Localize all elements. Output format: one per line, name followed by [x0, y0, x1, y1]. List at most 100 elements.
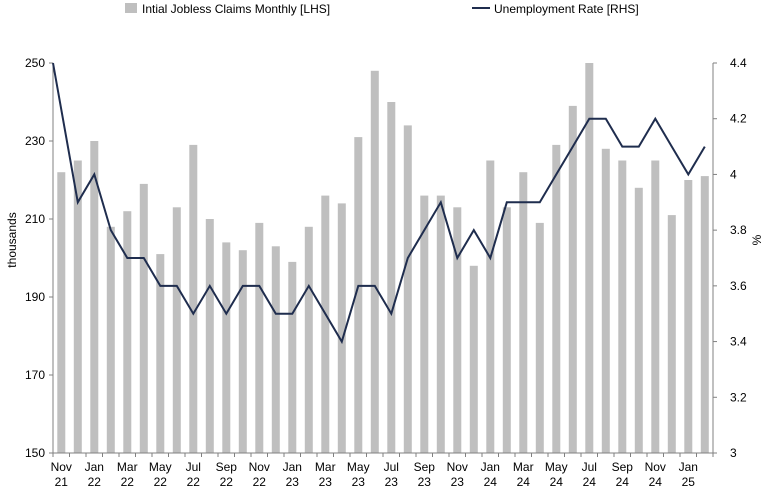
- left-tick-label: 190: [25, 290, 45, 304]
- bar: [519, 172, 528, 453]
- x-tick-label-month: Jan: [85, 460, 104, 474]
- bar: [634, 187, 643, 454]
- x-tick-label-year: 22: [220, 475, 234, 489]
- axes-layer: [49, 62, 717, 457]
- bar: [667, 215, 676, 453]
- right-tick-label: 4.2: [730, 112, 747, 126]
- x-tick-label-month: May: [545, 460, 568, 474]
- x-tick-label-year: 22: [253, 475, 267, 489]
- bar: [601, 148, 610, 454]
- bar: [238, 250, 247, 453]
- x-tick-label-year: 24: [517, 475, 531, 489]
- bar: [370, 70, 379, 454]
- x-tick-label-year: 23: [286, 475, 300, 489]
- right-tick-label: 3: [730, 446, 737, 460]
- bar: [288, 261, 297, 453]
- bar: [222, 242, 231, 453]
- x-tick-label-year: 23: [319, 475, 333, 489]
- x-tick-label-month: Nov: [645, 460, 666, 474]
- right-tick-label: 3.4: [730, 335, 747, 349]
- bar: [535, 222, 544, 453]
- left-tick-label: 230: [25, 134, 45, 148]
- x-tick-label-year: 24: [616, 475, 630, 489]
- x-tick-label-month: Mar: [513, 460, 534, 474]
- bars-layer: [57, 63, 709, 454]
- x-tick-label-month: Jul: [186, 460, 201, 474]
- x-tick-label-year: 21: [55, 475, 69, 489]
- x-tick-label-year: 24: [484, 475, 498, 489]
- x-tick-label-month: Nov: [51, 460, 72, 474]
- x-tick-labels: Nov21Jan22Mar22May22Jul22Sep22Nov22Jan23…: [51, 460, 698, 489]
- bar: [189, 144, 198, 453]
- bar: [700, 176, 709, 453]
- bar: [684, 180, 693, 453]
- bar: [139, 183, 148, 453]
- bar: [651, 160, 660, 453]
- x-tick-label-year: 23: [451, 475, 465, 489]
- bar: [354, 137, 363, 453]
- left-tick-label: 150: [25, 446, 45, 460]
- x-tick-label-year: 22: [154, 475, 168, 489]
- legend-line-label: Unemployment Rate [RHS]: [494, 2, 639, 16]
- line-layer: [52, 62, 706, 345]
- bar: [453, 207, 462, 453]
- left-tick-labels: 150 170 190 210 230 250: [25, 56, 45, 460]
- left-tick-label: 250: [25, 56, 45, 70]
- left-tick-label: 170: [25, 368, 45, 382]
- x-tick-label-month: Jul: [384, 460, 399, 474]
- x-tick-label-year: 24: [649, 475, 663, 489]
- right-tick-labels: 3 3.2 3.4 3.6 3.8 4 4.2 4.4: [730, 56, 747, 460]
- bar: [403, 125, 412, 454]
- bar: [420, 195, 429, 453]
- y-axis-label-right: %: [750, 234, 764, 245]
- legend-bar-label: Intial Jobless Claims Monthly [LHS]: [142, 2, 330, 16]
- bar: [486, 160, 495, 453]
- bar: [568, 105, 577, 454]
- x-tick-label-month: Nov: [447, 460, 468, 474]
- x-tick-label-month: Mar: [117, 460, 138, 474]
- y-axis-label-left: thousands: [5, 212, 19, 267]
- right-tick-label: 4: [730, 167, 737, 181]
- left-tick-label: 210: [25, 212, 45, 226]
- x-tick-label-month: Sep: [612, 460, 634, 474]
- x-tick-label-year: 24: [550, 475, 564, 489]
- bar: [436, 195, 445, 453]
- unemployment-line: [52, 62, 706, 345]
- x-tick-label-month: Jan: [481, 460, 500, 474]
- bar: [618, 160, 627, 453]
- bar: [321, 195, 330, 453]
- x-tick-label-month: Sep: [414, 460, 436, 474]
- bar: [205, 219, 214, 453]
- bar: [271, 246, 280, 453]
- x-tick-label-month: Sep: [216, 460, 238, 474]
- right-tick-label: 3.2: [730, 390, 747, 404]
- x-tick-label-year: 22: [121, 475, 135, 489]
- bar: [304, 226, 313, 453]
- x-tick-label-year: 23: [418, 475, 432, 489]
- right-tick-label: 4.4: [730, 56, 747, 70]
- x-tick-label-month: May: [149, 460, 172, 474]
- x-tick-label-month: Jan: [283, 460, 302, 474]
- bar: [585, 63, 594, 453]
- x-tick-label-year: 25: [682, 475, 696, 489]
- x-tick-label-year: 23: [352, 475, 366, 489]
- x-tick-label-year: 23: [385, 475, 399, 489]
- x-tick-label-year: 22: [88, 475, 102, 489]
- x-tick-label-year: 24: [583, 475, 597, 489]
- x-tick-label-month: Jan: [679, 460, 698, 474]
- bar: [255, 222, 264, 453]
- bar: [73, 160, 82, 453]
- legend: Intial Jobless Claims Monthly [LHS] Unem…: [125, 2, 639, 16]
- right-tick-label: 3.8: [730, 223, 747, 237]
- x-tick-label-month: Jul: [582, 460, 597, 474]
- bar: [57, 172, 66, 453]
- bar: [106, 226, 115, 453]
- right-tick-label: 3.6: [730, 279, 747, 293]
- bar: [387, 102, 396, 453]
- bar: [337, 203, 346, 453]
- bar: [156, 254, 165, 453]
- x-tick-label-month: May: [347, 460, 370, 474]
- bar: [552, 144, 561, 453]
- bar: [502, 207, 511, 453]
